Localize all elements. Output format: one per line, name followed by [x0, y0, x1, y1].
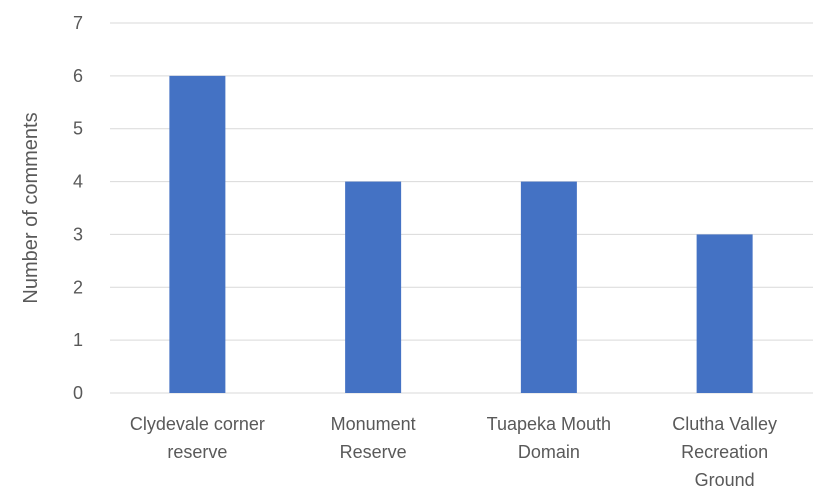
y-tick-label: 0 — [73, 383, 83, 403]
x-category-label: Monument Reserve — [331, 414, 416, 462]
x-category-label: Tuapeka Mouth Domain — [487, 414, 611, 462]
x-category-label-line: reserve — [167, 442, 227, 462]
y-tick-label: 3 — [73, 224, 83, 244]
x-category-label-line: Reserve — [340, 442, 407, 462]
y-tick-label: 6 — [73, 66, 83, 86]
bar — [520, 181, 577, 393]
bar — [169, 75, 226, 393]
x-category-label: Clydevale corner reserve — [130, 414, 265, 462]
bars — [169, 75, 753, 393]
x-category-label-line: Ground — [695, 470, 755, 490]
y-tick-label: 1 — [73, 330, 83, 350]
y-axis-title: Number of comments — [20, 112, 42, 303]
x-category-label-line: Domain — [518, 442, 580, 462]
x-category-label: Clutha Valley Recreation Ground — [672, 414, 777, 490]
y-axis-tick-labels: 0 1 2 3 4 5 6 7 — [73, 13, 83, 403]
gridlines — [110, 22, 813, 394]
bar — [696, 234, 753, 393]
x-category-label-line: Clydevale corner — [130, 414, 265, 434]
y-tick-label: 5 — [73, 119, 83, 139]
bar — [345, 181, 402, 393]
x-category-label-line: Tuapeka Mouth — [487, 414, 611, 434]
y-tick-label: 7 — [73, 13, 83, 33]
x-category-label-line: Clutha Valley — [672, 414, 777, 434]
x-axis-category-labels: Clydevale corner reserve Monument Reserve Tu… — [130, 414, 777, 490]
x-category-label-line: Recreation — [681, 442, 768, 462]
y-tick-label: 4 — [73, 172, 83, 192]
x-category-label-line: Monument — [331, 414, 416, 434]
y-tick-label: 2 — [73, 277, 83, 297]
